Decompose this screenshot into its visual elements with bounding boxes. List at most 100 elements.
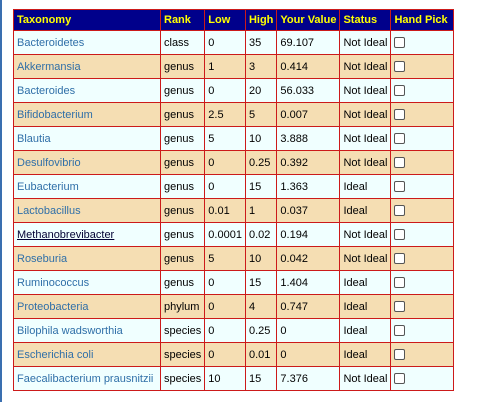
your-value-cell: 0.392: [276, 150, 341, 175]
taxonomy-cell: Proteobacteria: [13, 294, 161, 319]
taxonomy-link[interactable]: Desulfovibrio: [17, 156, 81, 169]
rank-cell: genus: [159, 102, 206, 127]
your-value-cell: 1.363: [276, 174, 341, 199]
hand-pick-checkbox[interactable]: [394, 157, 406, 169]
table-row: Roseburia genus 5 10 0.042 Not Ideal: [13, 246, 455, 271]
low-cell: 0.01: [204, 198, 246, 223]
taxonomy-link[interactable]: Bacteroides: [17, 84, 76, 97]
hand-pick-checkbox[interactable]: [394, 229, 406, 241]
rank-cell: genus: [159, 174, 206, 199]
hand-pick-cell: [390, 222, 455, 247]
header-status: Status: [339, 9, 392, 31]
low-cell: 1: [204, 54, 246, 79]
taxonomy-link[interactable]: Proteobacteria: [17, 300, 89, 313]
status-cell: Ideal: [339, 198, 392, 223]
low-cell: 0: [204, 150, 246, 175]
low-cell: 0: [204, 294, 246, 319]
high-cell: 0.02: [244, 222, 278, 247]
hand-pick-checkbox[interactable]: [394, 325, 406, 337]
hand-pick-checkbox[interactable]: [394, 373, 406, 385]
rank-cell: genus: [159, 78, 206, 103]
taxonomy-link[interactable]: Ruminococcus: [17, 276, 90, 289]
taxonomy-table-container: Taxonomy Rank Low High Your Value Status…: [13, 9, 455, 391]
status-cell: Not Ideal: [339, 78, 392, 103]
hand-pick-cell: [390, 102, 455, 127]
taxonomy-cell: Bilophila wadsworthia: [13, 318, 161, 343]
hand-pick-checkbox[interactable]: [394, 205, 406, 217]
rank-cell: genus: [159, 222, 206, 247]
table-header-row: Taxonomy Rank Low High Your Value Status…: [13, 9, 455, 31]
status-cell: Not Ideal: [339, 102, 392, 127]
taxonomy-link[interactable]: Akkermansia: [17, 60, 81, 73]
high-cell: 5: [244, 102, 278, 127]
high-cell: 0.25: [244, 150, 278, 175]
table-body: Bacteroidetes class 0 35 69.107 Not Ideal Akke…: [13, 30, 455, 391]
low-cell: 0.0001: [204, 222, 246, 247]
your-value-cell: 0.037: [276, 198, 341, 223]
hand-pick-checkbox[interactable]: [394, 61, 406, 73]
hand-pick-cell: [390, 126, 455, 151]
hand-pick-cell: [390, 174, 455, 199]
taxonomy-link[interactable]: Escherichia coli: [17, 348, 94, 361]
your-value-cell: 0: [276, 342, 341, 367]
header-low: Low: [204, 9, 246, 31]
taxonomy-cell: Bifidobacterium: [13, 102, 161, 127]
status-cell: Not Ideal: [339, 150, 392, 175]
status-cell: Not Ideal: [339, 54, 392, 79]
taxonomy-cell: Akkermansia: [13, 54, 161, 79]
taxonomy-link[interactable]: Eubacterium: [17, 180, 79, 193]
taxonomy-link[interactable]: Blautia: [17, 132, 51, 145]
taxonomy-link[interactable]: Faecalibacterium prausnitzii: [17, 372, 154, 385]
low-cell: 10: [204, 366, 246, 391]
hand-pick-cell: [390, 150, 455, 175]
your-value-cell: 0.414: [276, 54, 341, 79]
taxonomy-link[interactable]: Lactobacillus: [17, 204, 81, 217]
hand-pick-checkbox[interactable]: [394, 301, 406, 313]
high-cell: 1: [244, 198, 278, 223]
taxonomy-cell: Lactobacillus: [13, 198, 161, 223]
low-cell: 0: [204, 318, 246, 343]
your-value-cell: 69.107: [276, 30, 341, 55]
header-high: High: [244, 9, 278, 31]
high-cell: 15: [244, 270, 278, 295]
hand-pick-checkbox[interactable]: [394, 277, 406, 289]
hand-pick-cell: [390, 270, 455, 295]
table-row: Blautia genus 5 10 3.888 Not Ideal: [13, 126, 455, 151]
hand-pick-checkbox[interactable]: [394, 133, 406, 145]
header-rank: Rank: [159, 9, 206, 31]
status-cell: Not Ideal: [339, 126, 392, 151]
low-cell: 2.5: [204, 102, 246, 127]
taxonomy-link[interactable]: Bilophila wadsworthia: [17, 324, 123, 337]
rank-cell: species: [159, 366, 206, 391]
hand-pick-checkbox[interactable]: [394, 109, 406, 121]
hand-pick-checkbox[interactable]: [394, 85, 406, 97]
your-value-cell: 1.404: [276, 270, 341, 295]
hand-pick-cell: [390, 246, 455, 271]
header-taxonomy: Taxonomy: [13, 9, 161, 31]
high-cell: 20: [244, 78, 278, 103]
low-cell: 0: [204, 342, 246, 367]
taxonomy-cell: Ruminococcus: [13, 270, 161, 295]
taxonomy-link[interactable]: Methanobrevibacter: [17, 228, 115, 241]
hand-pick-checkbox[interactable]: [394, 181, 406, 193]
rank-cell: genus: [159, 150, 206, 175]
hand-pick-checkbox[interactable]: [394, 37, 406, 49]
hand-pick-checkbox[interactable]: [394, 253, 406, 265]
low-cell: 0: [204, 174, 246, 199]
high-cell: 10: [244, 246, 278, 271]
taxonomy-link[interactable]: Bifidobacterium: [17, 108, 93, 121]
header-your-value: Your Value: [276, 9, 341, 31]
taxonomy-cell: Methanobrevibacter: [13, 222, 161, 247]
hand-pick-cell: [390, 78, 455, 103]
high-cell: 15: [244, 366, 278, 391]
status-cell: Not Ideal: [339, 222, 392, 247]
table-row: Bifidobacterium genus 2.5 5 0.007 Not Ideal: [13, 102, 455, 127]
table-row: Lactobacillus genus 0.01 1 0.037 Ideal: [13, 198, 455, 223]
table-row: Escherichia coli species 0 0.01 0 Ideal: [13, 342, 455, 367]
taxonomy-link[interactable]: Bacteroidetes: [17, 36, 85, 49]
status-cell: Not Ideal: [339, 246, 392, 271]
table-row: Desulfovibrio genus 0 0.25 0.392 Not Ideal: [13, 150, 455, 175]
rank-cell: genus: [159, 126, 206, 151]
hand-pick-checkbox[interactable]: [394, 349, 406, 361]
taxonomy-link[interactable]: Roseburia: [17, 252, 68, 265]
